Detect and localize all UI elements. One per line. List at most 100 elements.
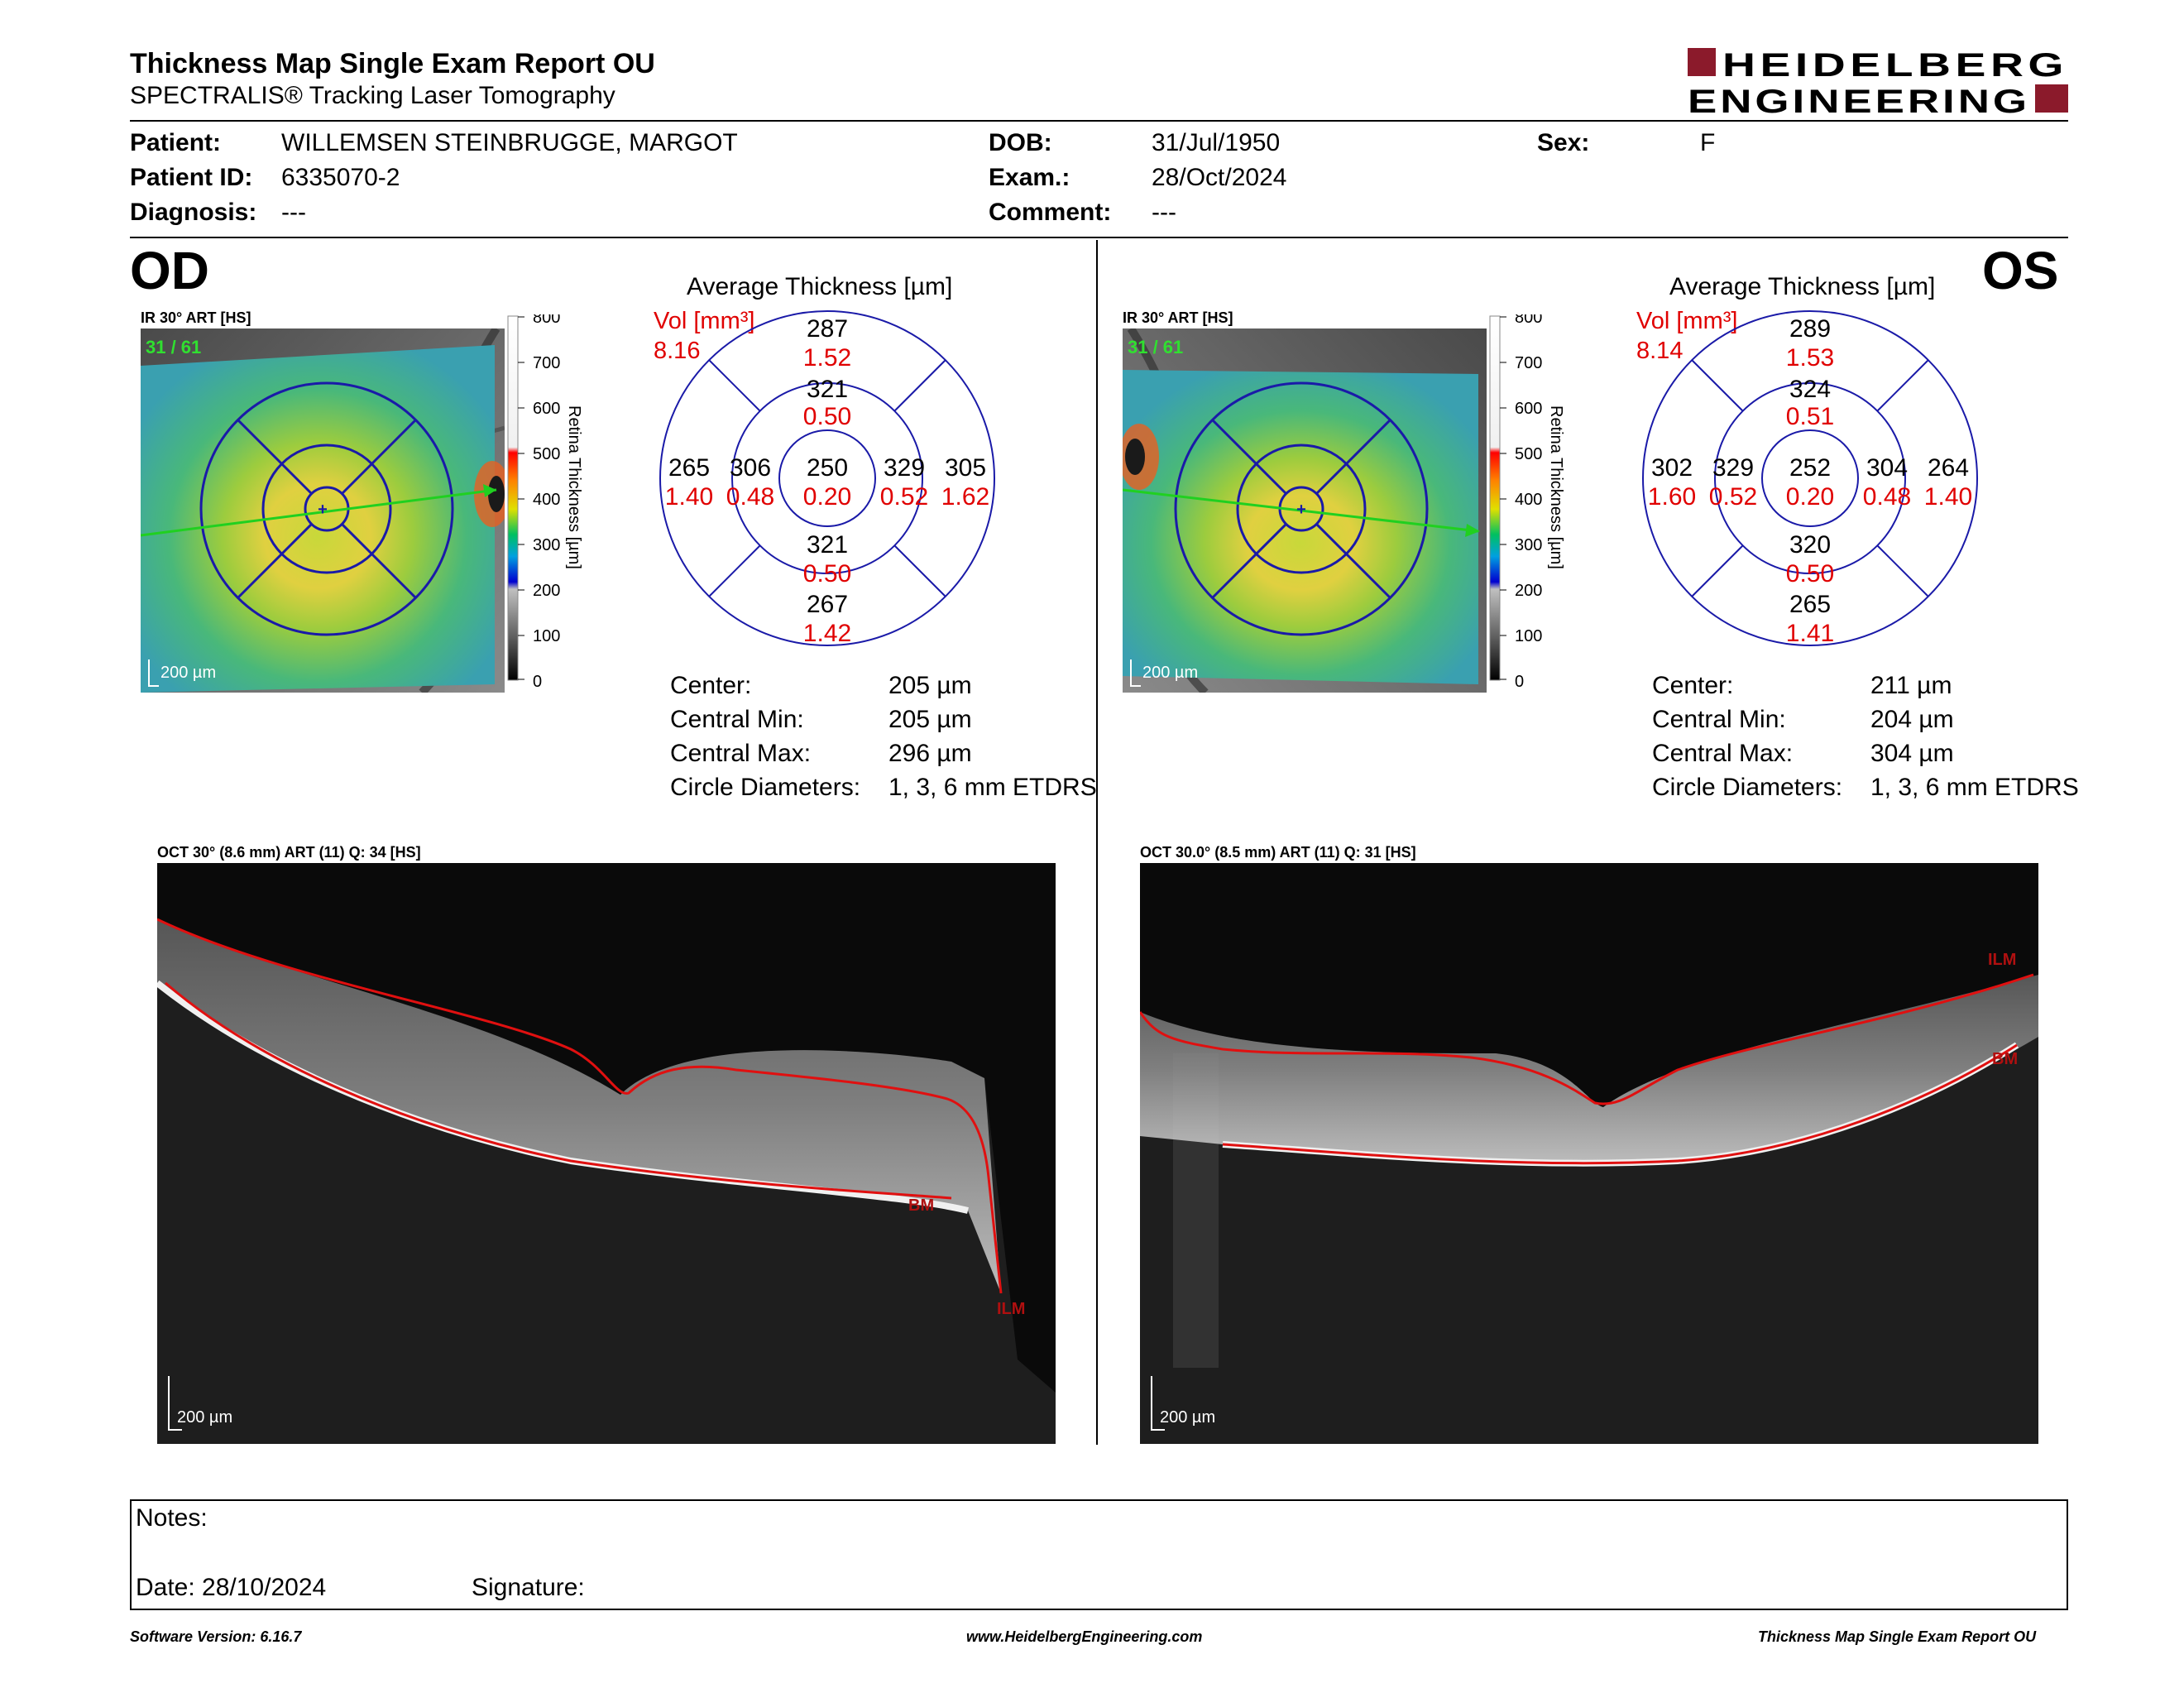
diagnosis-value: --- [281, 199, 306, 226]
os-oct-label: OCT 30.0° (8.5 mm) ART (11) Q: 31 [HS] [1140, 844, 1416, 861]
od-outer-left-thickness: 265 [668, 454, 710, 482]
od-scale-tick-200: 200 [533, 582, 560, 600]
od-max-value: 296 µm [888, 740, 972, 767]
os-scale-title: Retina Thickness [µm] [1547, 405, 1565, 569]
od-outer-sup-volume: 1.52 [803, 344, 851, 372]
od-scan-line [141, 488, 497, 537]
od-diam-label: Circle Diameters: [670, 774, 861, 801]
os-oct-bscan: ILM BM 200 µm [1140, 863, 2038, 1444]
dob-value: 31/Jul/1950 [1152, 129, 1281, 156]
od-inner-left-thickness: 306 [730, 454, 771, 482]
exam-value: 28/Oct/2024 [1152, 164, 1287, 191]
eye-divider [1096, 240, 1098, 1445]
od-scale-tick-700: 700 [533, 354, 560, 372]
od-inner-inf-thickness: 321 [807, 531, 848, 559]
patient-id-label: Patient ID: [130, 164, 253, 191]
diagnosis-label: Diagnosis: [130, 199, 257, 226]
od-ir-scalebar: 200 µm [160, 664, 216, 682]
od-scale-tick-300: 300 [533, 536, 560, 554]
os-avg-title: Average Thickness [µm] [1669, 273, 1936, 300]
od-center-label: Center: [670, 672, 752, 699]
os-scale-bar [1489, 315, 1501, 681]
od-outer-left-volume: 1.40 [665, 483, 713, 511]
od-scale-ticks: 800 700 600 500 400 300 200 100 0 [533, 314, 560, 691]
os-thickness-overlay [1123, 370, 1478, 684]
od-scale-title: Retina Thickness [µm] [565, 405, 583, 569]
od-scale-bar [507, 315, 519, 681]
os-fundus-map: + 31 / 61 200 µm [1123, 328, 1487, 693]
od-inner-right-volume: 0.52 [880, 483, 928, 511]
patient-id: 6335070-2 [281, 164, 400, 191]
os-bm-label: BM [1992, 1050, 2018, 1068]
os-color-scale: 800 700 600 500 400 300 200 100 0 Retina… [1489, 314, 1565, 691]
os-center-thickness: 252 [1789, 454, 1831, 482]
od-inner-sup-thickness: 321 [807, 376, 848, 403]
logo-text-line2: ENGINEERING [1688, 84, 2030, 114]
logo-text-line1: HEIDELBERG [1722, 47, 2068, 84]
software-version: Software Version: 6.16.7 [130, 1628, 302, 1645]
comment-label: Comment: [989, 199, 1112, 226]
os-max-value: 304 µm [1870, 740, 1954, 767]
os-ilm-label: ILM [1988, 951, 2016, 969]
od-scale-tick-800: 800 [533, 314, 560, 327]
od-min-label: Central Min: [670, 706, 804, 733]
os-outer-inf-volume: 1.41 [1786, 620, 1834, 647]
os-etdrs-chart: 252 0.20 324 0.51 320 0.50 329 0.52 304 … [1642, 310, 1978, 647]
os-inner-left-volume: 0.52 [1709, 483, 1757, 511]
os-scale-tick-400: 400 [1515, 491, 1542, 509]
sex-value: F [1700, 129, 1716, 156]
od-center-thickness: 250 [807, 454, 848, 482]
os-ilm-line [1140, 973, 2034, 1105]
logo-block-bottom [2035, 84, 2068, 113]
os-oct-scalebar: 200 µm [1160, 1408, 1215, 1427]
os-inner-inf-thickness: 320 [1789, 531, 1831, 559]
od-outer-inf-volume: 1.42 [803, 620, 851, 647]
od-ilm-label: ILM [997, 1300, 1025, 1318]
od-outer-sup-thickness: 287 [807, 315, 848, 343]
os-scale-tick-500: 500 [1515, 445, 1542, 463]
os-scale-tick-200: 200 [1515, 582, 1542, 600]
od-scale-tick-500: 500 [533, 445, 560, 463]
notes-box[interactable] [130, 1499, 2068, 1610]
od-etdrs-chart: 250 0.20 321 0.50 321 0.50 306 0.48 329 … [659, 310, 995, 647]
os-ir-scalebar: 200 µm [1142, 664, 1198, 682]
os-outer-inf-thickness: 265 [1789, 591, 1831, 618]
os-center-value: 211 µm [1870, 672, 1952, 699]
svg-text:+: + [1296, 501, 1306, 519]
os-inner-right-volume: 0.48 [1863, 483, 1911, 511]
os-min-value: 204 µm [1870, 706, 1954, 733]
footer-report-name: Thickness Map Single Exam Report OU [1758, 1628, 2037, 1645]
os-max-label: Central Max: [1652, 740, 1794, 767]
os-outer-right-volume: 1.40 [1924, 483, 1972, 511]
os-diam-label: Circle Diameters: [1652, 774, 1843, 801]
os-bm-line [1222, 1043, 2018, 1165]
os-scale-tick-800: 800 [1515, 314, 1542, 327]
od-ir-label: IR 30° ART [HS] [141, 309, 251, 326]
os-outer-left-volume: 1.60 [1648, 483, 1696, 511]
notes-label: Notes: [136, 1504, 208, 1532]
dob-label: DOB: [989, 129, 1052, 156]
od-vol-value: 8.16 [654, 338, 701, 364]
logo-block-top [1688, 48, 1716, 76]
od-outer-right-thickness: 305 [945, 454, 986, 482]
os-frame-count: 31 / 61 [1128, 337, 1183, 357]
os-scale-tick-600: 600 [1515, 400, 1542, 418]
os-center-label: Center: [1652, 672, 1734, 699]
website-link[interactable]: www.HeidelbergEngineering.com [966, 1628, 1203, 1645]
os-scale-tick-700: 700 [1515, 354, 1542, 372]
od-scale-tick-100: 100 [533, 627, 560, 645]
os-eye-label: OS [1982, 241, 2059, 300]
exam-label: Exam.: [989, 164, 1070, 191]
od-oct-scalebar: 200 µm [177, 1408, 232, 1427]
os-inner-right-thickness: 304 [1866, 454, 1908, 482]
os-outer-sup-thickness: 289 [1789, 315, 1831, 343]
od-scale-tick-400: 400 [533, 491, 560, 509]
os-vol-label: Vol [mm³] [1636, 308, 1738, 334]
patient-divider [130, 237, 2068, 238]
od-oct-label: OCT 30° (8.6 mm) ART (11) Q: 34 [HS] [157, 844, 421, 861]
os-inner-sup-volume: 0.51 [1786, 403, 1834, 430]
od-inner-sup-volume: 0.50 [803, 403, 851, 430]
od-eye-label: OD [130, 241, 209, 300]
os-outer-sup-volume: 1.53 [1786, 344, 1834, 372]
od-bm-label: BM [908, 1196, 934, 1215]
